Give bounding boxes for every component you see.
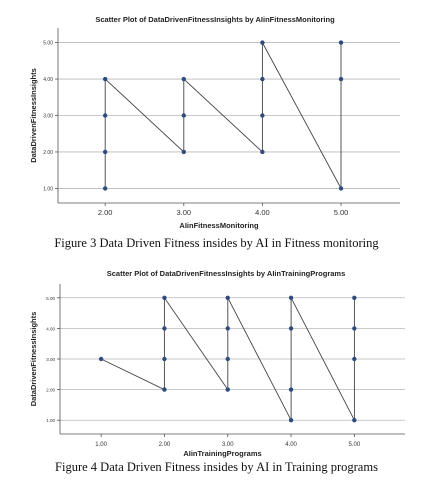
- x-tick-label: 1.00: [95, 442, 107, 448]
- series-line: [104, 42, 342, 189]
- x-tick-label: 4.00: [255, 208, 270, 217]
- x-tick-label: 4.00: [285, 442, 297, 448]
- y-tick-label: 3.00: [46, 357, 55, 362]
- data-point: [225, 295, 230, 300]
- data-point: [260, 40, 265, 45]
- y-tick-label: 1.00: [46, 418, 55, 423]
- data-point: [162, 326, 167, 331]
- chart-title: Scatter Plot of DataDrivenFitnessInsight…: [95, 15, 335, 24]
- data-point: [288, 295, 294, 300]
- data-point: [352, 356, 357, 362]
- data-point: [98, 356, 104, 362]
- data-point: [102, 76, 108, 82]
- x-tick-label: 2.00: [98, 208, 113, 217]
- data-point: [352, 418, 357, 423]
- data-point: [102, 113, 108, 118]
- scatter-chart-fitness-monitoring: Scatter Plot of DataDrivenFitnessInsight…: [29, 15, 400, 230]
- x-tick-label: 5.00: [349, 442, 361, 448]
- data-point: [260, 113, 265, 118]
- data-point: [288, 387, 294, 392]
- data-point: [288, 418, 294, 423]
- y-tick-label: 4.00: [46, 326, 55, 331]
- data-point: [338, 186, 344, 191]
- y-tick-label: 5.00: [43, 41, 53, 47]
- y-tick-label: 3.00: [43, 114, 53, 120]
- y-axis-label: DataDrivenFitnessInsights: [29, 312, 38, 407]
- data-point: [225, 387, 230, 392]
- data-point: [288, 326, 294, 331]
- data-point: [102, 186, 108, 191]
- data-point: [352, 326, 357, 331]
- y-tick-label: 5.00: [46, 296, 55, 301]
- y-tick-label: 4.00: [43, 77, 53, 83]
- x-tick-label: 3.00: [176, 208, 191, 217]
- data-point: [225, 326, 230, 331]
- data-point: [162, 295, 167, 300]
- data-point: [181, 76, 186, 82]
- data-point: [162, 356, 167, 362]
- data-point: [181, 149, 186, 155]
- scatter-chart-training-programs: Scatter Plot of DataDrivenFitnessInsight…: [29, 269, 405, 458]
- data-point: [260, 76, 265, 82]
- x-tick-label: 3.00: [222, 442, 234, 448]
- y-axis-label: DataDrivenFitnessInsights: [29, 68, 38, 163]
- data-point: [338, 76, 344, 82]
- data-point: [225, 356, 230, 362]
- y-tick-label: 2.00: [46, 388, 55, 393]
- chart-title: Scatter Plot of DataDrivenFitnessInsight…: [107, 269, 346, 278]
- figure-4-caption: Figure 4 Data Driven Fitness insides by …: [55, 460, 378, 474]
- x-axis-label: AIinFitnessMonitoring: [179, 221, 259, 230]
- data-point: [181, 113, 186, 118]
- y-tick-label: 1.00: [43, 186, 53, 192]
- x-tick-label: 5.00: [334, 208, 349, 217]
- x-axis-label: AIinTrainingPrograms: [183, 449, 261, 458]
- data-point: [260, 149, 265, 155]
- data-point: [338, 40, 344, 45]
- y-tick-label: 2.00: [43, 150, 53, 156]
- data-point: [102, 149, 108, 155]
- x-tick-label: 2.00: [159, 442, 171, 448]
- data-point: [352, 295, 357, 300]
- data-point: [162, 387, 167, 392]
- figure-3-caption: Figure 3 Data Driven Fitness insides by …: [54, 236, 379, 250]
